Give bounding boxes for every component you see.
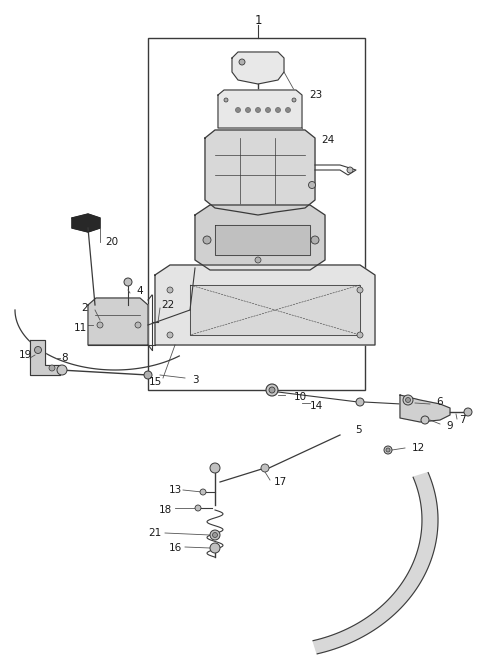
Text: 6: 6 [437, 397, 444, 407]
Text: 11: 11 [73, 323, 86, 333]
Text: 7: 7 [459, 415, 465, 425]
Text: 19: 19 [18, 350, 32, 360]
Text: 9: 9 [447, 421, 453, 431]
Circle shape [311, 236, 319, 244]
Text: 22: 22 [161, 300, 175, 310]
Text: 13: 13 [168, 485, 181, 495]
Polygon shape [205, 130, 315, 215]
Text: 5: 5 [355, 425, 361, 435]
Polygon shape [72, 214, 100, 232]
Text: 23: 23 [310, 90, 323, 100]
Bar [148, 38, 365, 390]
Circle shape [286, 108, 290, 112]
Circle shape [269, 387, 275, 393]
Circle shape [167, 332, 173, 338]
Circle shape [255, 257, 261, 263]
Circle shape [245, 108, 251, 112]
Circle shape [236, 108, 240, 112]
Circle shape [144, 371, 152, 379]
Polygon shape [30, 340, 60, 375]
Polygon shape [313, 472, 438, 654]
Circle shape [210, 530, 220, 540]
Polygon shape [215, 225, 310, 255]
Circle shape [421, 416, 429, 424]
Polygon shape [155, 265, 375, 345]
Circle shape [135, 322, 141, 328]
Circle shape [406, 398, 410, 403]
Circle shape [124, 278, 132, 286]
Polygon shape [232, 52, 284, 84]
Circle shape [261, 464, 269, 472]
Circle shape [386, 448, 390, 452]
Circle shape [49, 365, 55, 371]
Text: 20: 20 [106, 237, 119, 247]
Text: 17: 17 [274, 477, 287, 487]
Text: 3: 3 [192, 375, 198, 385]
Polygon shape [400, 395, 450, 422]
Text: 8: 8 [62, 353, 68, 363]
Circle shape [195, 505, 201, 511]
Circle shape [276, 108, 280, 112]
Text: 10: 10 [293, 392, 307, 402]
Circle shape [203, 236, 211, 244]
Circle shape [167, 287, 173, 293]
Circle shape [357, 332, 363, 338]
Circle shape [200, 489, 206, 495]
Circle shape [35, 346, 41, 354]
Circle shape [309, 182, 315, 188]
Circle shape [347, 167, 353, 173]
Polygon shape [218, 90, 302, 128]
Circle shape [210, 543, 220, 553]
Text: 21: 21 [148, 528, 162, 538]
Text: 14: 14 [310, 401, 323, 411]
Circle shape [255, 108, 261, 112]
Circle shape [210, 463, 220, 473]
Circle shape [265, 108, 271, 112]
Polygon shape [195, 205, 325, 270]
Text: 2: 2 [82, 303, 88, 313]
Circle shape [403, 395, 413, 405]
Circle shape [292, 98, 296, 102]
Circle shape [239, 59, 245, 65]
Text: 24: 24 [322, 135, 335, 145]
Circle shape [213, 533, 217, 537]
Circle shape [464, 408, 472, 416]
Circle shape [57, 365, 67, 375]
Polygon shape [190, 285, 360, 335]
Circle shape [224, 98, 228, 102]
Text: 16: 16 [168, 543, 181, 553]
Circle shape [266, 384, 278, 396]
Text: 18: 18 [158, 505, 172, 515]
Text: 1: 1 [254, 14, 262, 26]
Polygon shape [88, 298, 148, 345]
Circle shape [97, 322, 103, 328]
Circle shape [356, 398, 364, 406]
Text: 12: 12 [411, 443, 425, 453]
Text: 15: 15 [148, 377, 162, 387]
Circle shape [357, 287, 363, 293]
Text: 4: 4 [137, 286, 144, 296]
Circle shape [384, 446, 392, 454]
